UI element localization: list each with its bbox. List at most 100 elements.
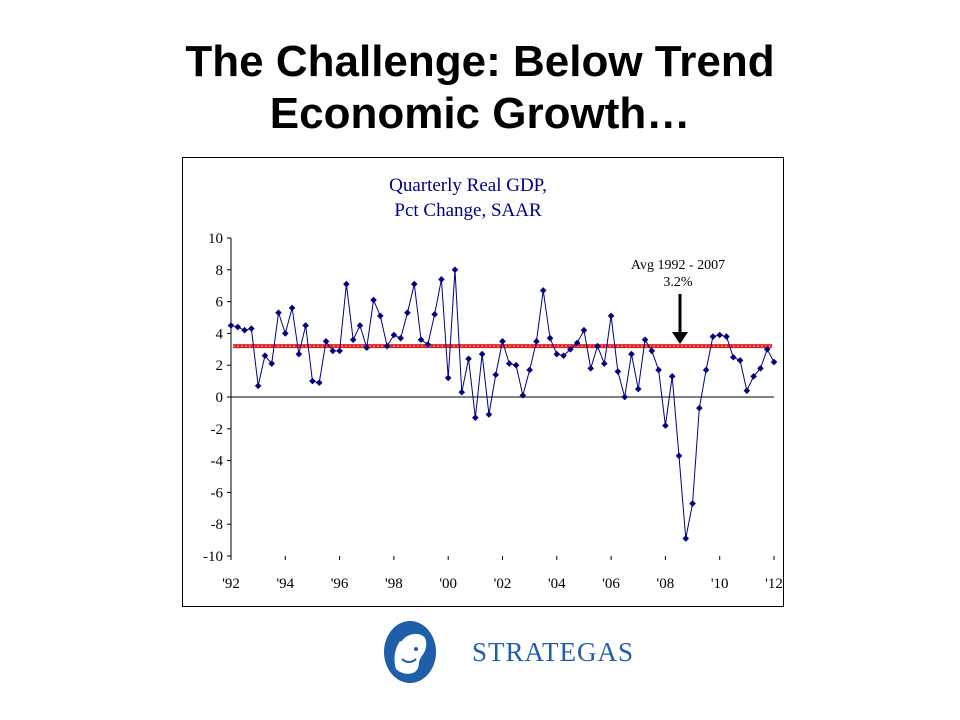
- y-tick-label: 2: [216, 358, 224, 374]
- x-axis-ticks: '92 '94 '96 '98 '00 '02 '04 '06 '08 '10 '12: [222, 556, 783, 592]
- y-tick-label: -4: [211, 454, 224, 470]
- chart-title-line-1: Quarterly Real GDP,: [389, 175, 547, 196]
- data-point: [444, 374, 452, 382]
- y-tick-label: -8: [211, 517, 224, 533]
- data-point: [587, 365, 595, 372]
- data-point: [410, 280, 418, 288]
- data-point: [696, 404, 703, 412]
- y-tick-label: 4: [216, 326, 224, 342]
- data-point: [356, 322, 364, 329]
- data-point: [275, 309, 282, 317]
- data-point: [377, 312, 384, 320]
- data-point: [492, 371, 500, 379]
- series-line: [230, 269, 775, 539]
- data-point: [628, 350, 635, 358]
- data-point: [716, 331, 723, 339]
- data-point: [675, 452, 683, 460]
- y-tick-label: 10: [208, 231, 223, 247]
- data-point: [594, 342, 601, 350]
- data-point: [438, 276, 445, 283]
- x-tick-label: '02: [494, 576, 512, 592]
- data-point: [227, 322, 235, 329]
- data-point: [709, 333, 717, 340]
- data-point: [770, 358, 778, 366]
- data-point: [370, 296, 377, 304]
- data-point: [729, 353, 737, 361]
- data-point: [607, 312, 615, 320]
- x-tick-label: '98: [385, 576, 403, 592]
- data-point: [288, 304, 296, 312]
- data-point: [750, 373, 757, 380]
- data-point: [404, 309, 411, 317]
- data-point: [248, 325, 255, 332]
- data-point: [363, 344, 371, 352]
- data-point: [505, 360, 513, 367]
- data-point: [383, 342, 391, 350]
- x-tick-label: '94: [276, 576, 294, 592]
- data-point: [519, 392, 527, 399]
- data-point: [390, 331, 398, 339]
- data-point: [573, 339, 581, 347]
- data-point: [621, 393, 628, 401]
- data-point: [723, 333, 730, 340]
- x-tick-label: '08: [657, 576, 675, 592]
- data-point: [682, 535, 690, 542]
- y-axis-ticks: 10 8 6 4 2 0 -2 -4 -6 -8 -10: [203, 231, 231, 565]
- gdp-series: [227, 266, 778, 542]
- slide-title-line-2: Economic Growth…: [269, 89, 691, 138]
- data-point: [567, 346, 574, 353]
- data-point: [329, 347, 337, 355]
- gdp-line-chart: Quarterly Real GDP, Pct Change, SAAR 10 8…: [203, 175, 783, 592]
- annotation-arrow: [672, 294, 688, 344]
- y-tick-label: -6: [211, 485, 224, 501]
- data-point: [282, 330, 289, 337]
- data-point: [472, 414, 479, 421]
- x-tick-label: '12: [765, 576, 783, 592]
- data-point: [655, 366, 662, 374]
- data-point: [336, 347, 343, 355]
- x-tick-label: '10: [711, 576, 729, 592]
- data-point: [397, 334, 404, 342]
- data-point: [539, 287, 547, 294]
- y-tick-label: -10: [203, 549, 223, 565]
- data-point: [689, 500, 696, 507]
- y-tick-label: -2: [211, 422, 224, 438]
- data-point: [465, 355, 472, 363]
- y-tick-label: 8: [216, 263, 224, 279]
- data-point: [322, 338, 330, 345]
- data-point: [254, 382, 262, 390]
- data-point: [533, 338, 540, 345]
- strategas-logo: STRATEGAS: [382, 617, 633, 687]
- data-point: [601, 360, 608, 367]
- data-point: [560, 352, 567, 359]
- athena-head-icon: [384, 621, 436, 683]
- x-tick-label: '04: [548, 576, 566, 592]
- chart-frame: Quarterly Real GDP, Pct Change, SAAR 10 8…: [182, 157, 784, 607]
- data-point: [702, 366, 710, 374]
- data-point: [634, 385, 642, 393]
- y-tick-label: 0: [216, 390, 224, 406]
- logo-wordmark: STRATEGAS: [472, 637, 635, 667]
- annotation-label-line-2: 3.2%: [663, 275, 693, 290]
- x-tick-label: '92: [222, 576, 240, 592]
- data-point: [295, 350, 303, 358]
- data-point: [668, 373, 676, 380]
- data-point: [757, 365, 764, 372]
- data-point: [743, 387, 751, 394]
- data-point: [309, 377, 316, 385]
- x-tick-label: '00: [439, 576, 457, 592]
- data-point: [431, 311, 438, 318]
- data-point: [234, 323, 242, 331]
- data-point: [580, 326, 588, 334]
- data-point: [424, 341, 432, 348]
- data-point: [241, 326, 248, 334]
- data-point: [349, 336, 357, 344]
- data-point: [458, 388, 466, 396]
- data-point: [499, 338, 506, 345]
- y-tick-label: 6: [216, 295, 224, 311]
- slide-title: The Challenge: Below Trend Economic Grow…: [0, 36, 960, 140]
- x-tick-label: '96: [331, 576, 349, 592]
- data-point: [451, 266, 459, 274]
- data-point: [417, 336, 425, 344]
- data-point: [261, 352, 269, 359]
